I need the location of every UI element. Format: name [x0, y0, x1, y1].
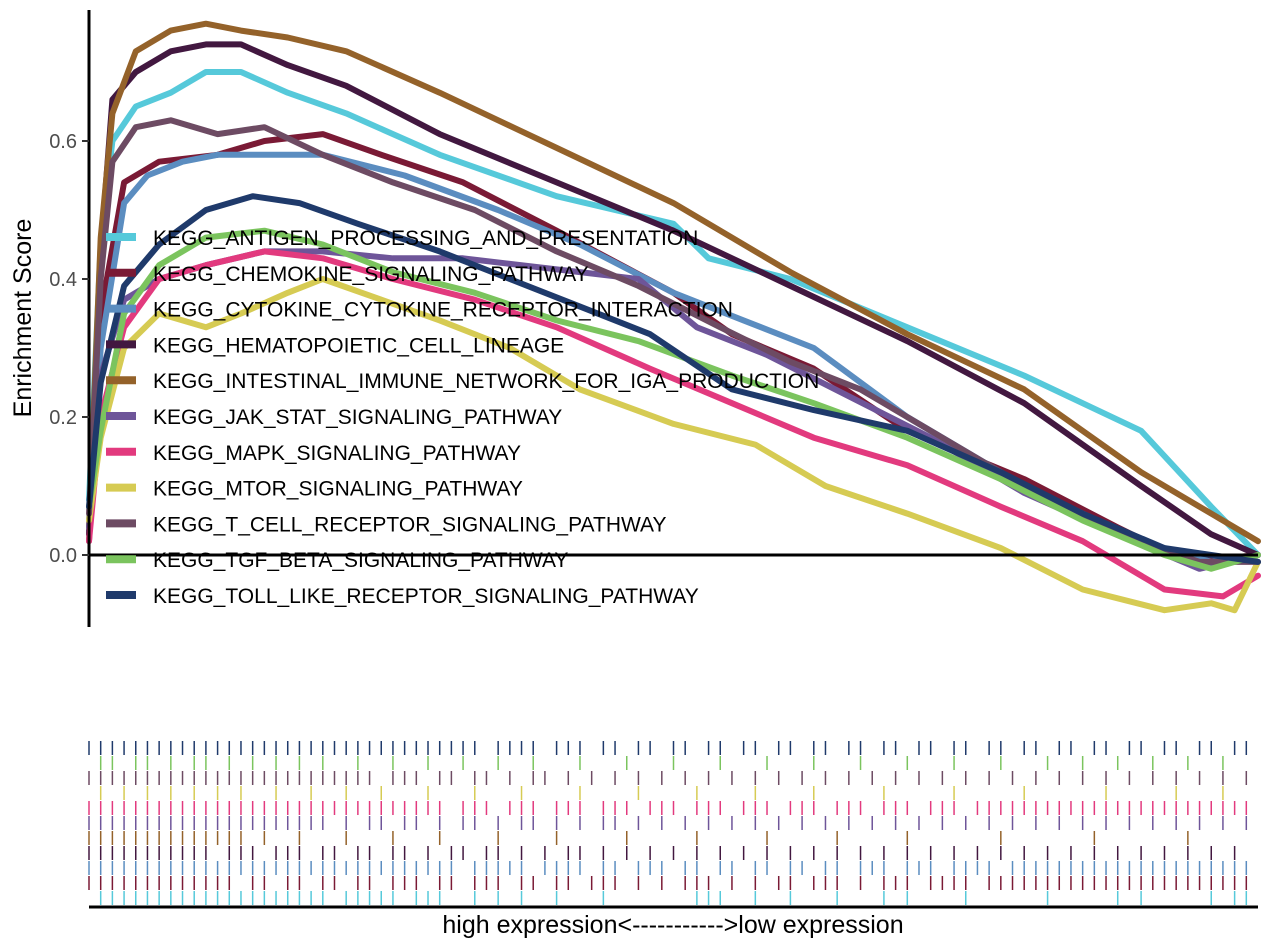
curve-kegg-hematopoietic-cell-lineage: [86, 41, 1261, 558]
legend-label: KEGG_MAPK_SIGNALING_PATHWAY: [153, 442, 521, 465]
y-axis-title: Enrichment Score: [9, 219, 37, 418]
legend-label: KEGG_INTESTINAL_IMMUNE_NETWORK_FOR_IGA_P…: [153, 370, 819, 393]
legend-label: KEGG_TGF_BETA_SIGNALING_PATHWAY: [153, 549, 568, 572]
legend-label: KEGG_JAK_STAT_SIGNALING_PATHWAY: [153, 406, 562, 429]
enrichment-curves: [86, 20, 1261, 614]
y-axis-ticks: 0.0 0.2 0.4 0.6: [49, 131, 89, 567]
legend-label: KEGG_CHEMOKINE_SIGNALING_PATHWAY: [153, 263, 589, 286]
curve-kegg-chemokine-signaling-pathway: [86, 131, 1261, 565]
es-panel: 0.0 0.2 0.4 0.6 Enrichment Score KEGG_ANTIG…: [9, 10, 1261, 627]
curve-kegg-antigen-processing-and-presentation: [86, 69, 1261, 558]
legend: KEGG_ANTIGEN_PROCESSING_AND_PRESENTATION…: [106, 227, 819, 608]
curve-kegg-toll-like-receptor-signaling-pathway: [86, 193, 1261, 565]
legend-label: KEGG_CYTOKINE_CYTOKINE_RECEPTOR_INTERACT…: [153, 299, 733, 322]
x-axis-title: high expression<----------->low expressi…: [442, 911, 903, 939]
hits-panel: high expression<----------->low expressi…: [88, 741, 1258, 939]
y-tick-label: 0.6: [49, 131, 77, 153]
legend-label: KEGG_T_CELL_RECEPTOR_SIGNALING_PATHWAY: [153, 513, 667, 536]
legend-label: KEGG_MTOR_SIGNALING_PATHWAY: [153, 478, 523, 501]
legend-label: KEGG_HEMATOPOIETIC_CELL_LINEAGE: [153, 334, 564, 357]
legend-label: KEGG_ANTIGEN_PROCESSING_AND_PRESENTATION: [153, 227, 698, 250]
curve-kegg-mtor-signaling-pathway: [86, 276, 1261, 614]
legend-label: KEGG_TOLL_LIKE_RECEPTOR_SIGNALING_PATHWA…: [153, 585, 699, 608]
y-tick-label: 0.4: [49, 269, 77, 291]
curve-kegg-mapk-signaling-pathway: [86, 248, 1261, 600]
y-tick-label: 0.0: [49, 545, 77, 567]
curve-kegg-intestinal-immune-network-for-iga-production: [86, 20, 1261, 545]
y-tick-label: 0.2: [49, 407, 77, 429]
curve-kegg-tgf-beta-signaling-pathway: [86, 227, 1261, 572]
gene-hit-rug: [88, 741, 1248, 905]
curve-kegg-cytokine-cytokine-receptor-interaction: [86, 151, 1261, 565]
